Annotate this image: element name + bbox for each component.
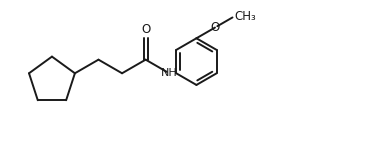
Text: O: O (210, 21, 220, 34)
Text: CH₃: CH₃ (234, 10, 256, 23)
Text: O: O (141, 23, 150, 36)
Text: NH: NH (161, 68, 177, 78)
